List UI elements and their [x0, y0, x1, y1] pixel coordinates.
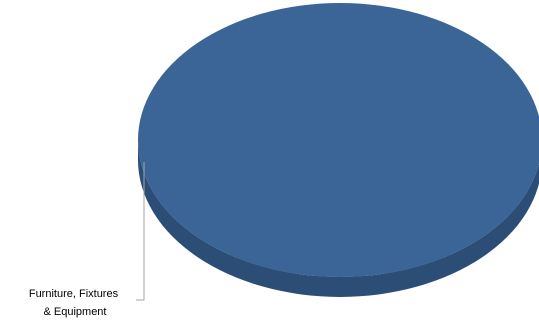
slice-label-line-1: Furniture, Fixtures: [29, 288, 119, 300]
slice-label-line-2: & Equipment: [44, 306, 107, 318]
pie-slice-furniture-fixtures-equipment: [138, 3, 539, 277]
slice-label: Furniture, Fixtures & Equipment: [29, 288, 121, 318]
leader-line: [136, 162, 145, 301]
